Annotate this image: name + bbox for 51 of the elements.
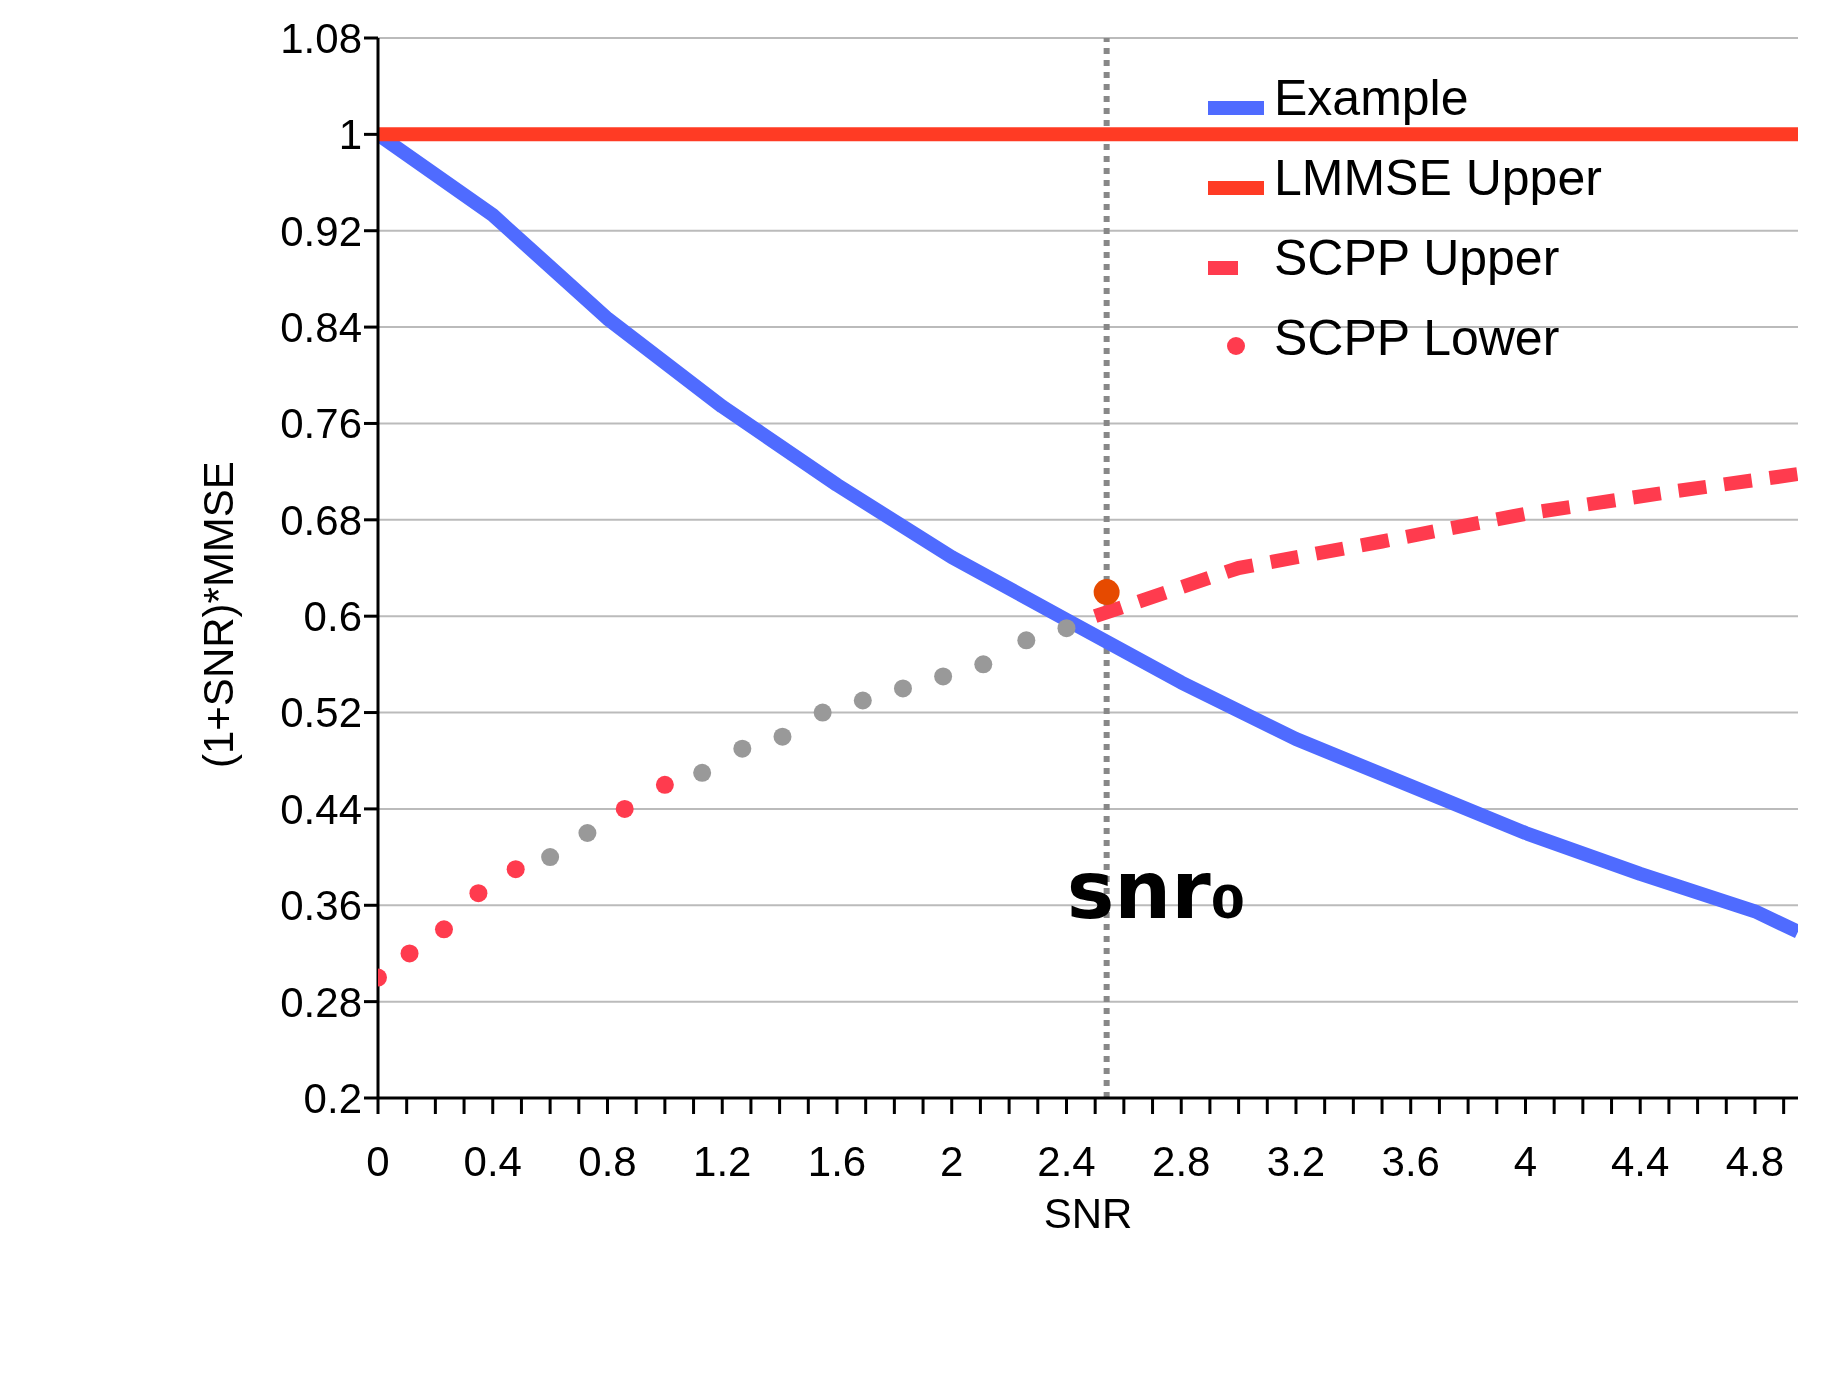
y-tick-label: 0.84	[280, 304, 362, 351]
point	[541, 848, 560, 867]
point	[733, 739, 752, 758]
point	[506, 860, 525, 879]
point	[578, 824, 597, 842]
point	[1093, 579, 1120, 606]
point	[934, 667, 953, 686]
point	[853, 691, 872, 710]
y-tick-label: 0.76	[280, 400, 362, 448]
x-tick-label: 4	[1513, 1137, 1538, 1185]
point	[893, 679, 912, 698]
y-tick-label: 0.44	[280, 785, 362, 833]
y-tick-label: 0.6	[303, 593, 362, 641]
x-tick-label: 0	[366, 1137, 390, 1185]
x-tick-label: 1.6	[807, 1137, 867, 1185]
x-tick-label: 0.8	[578, 1137, 637, 1185]
point	[400, 944, 419, 963]
x-tick-label: 1.2	[693, 1137, 752, 1185]
x-tick-label: 2.4	[1037, 1137, 1096, 1185]
point	[434, 920, 453, 939]
y-tick-label: 1	[338, 111, 362, 159]
point	[974, 655, 993, 674]
x-tick-label: 3.6	[1381, 1137, 1440, 1185]
x-axis-title: SNR	[1043, 1190, 1133, 1237]
point	[813, 703, 832, 722]
y-tick-label: 0.68	[280, 496, 362, 544]
legend-label: SCPP Lower	[1274, 309, 1560, 367]
x-tick-label: 3.2	[1266, 1137, 1326, 1185]
y-tick-label: 0.52	[280, 689, 362, 737]
legend-label: SCPP Upper	[1274, 229, 1560, 287]
point	[469, 884, 488, 903]
point	[655, 775, 674, 794]
point	[1057, 619, 1076, 638]
x-tick-label: 2	[940, 1137, 964, 1185]
point	[773, 727, 792, 746]
x-tick-label: 0.4	[463, 1137, 522, 1185]
legend-label: LMMSE Upper	[1274, 149, 1602, 207]
y-tick-label: 1.08	[280, 14, 362, 62]
point	[693, 763, 712, 782]
y-tick-label: 0.92	[280, 207, 362, 255]
legend-label: Example	[1274, 69, 1469, 127]
x-tick-label: 2.8	[1152, 1137, 1211, 1185]
x-tick-label: 4.4	[1611, 1137, 1670, 1185]
y-axis-title: (1+SNR)*MMSE	[194, 461, 242, 768]
ref-line-label: snr₀	[1066, 844, 1246, 937]
point	[615, 799, 634, 818]
y-tick-label: 0.28	[280, 978, 362, 1026]
y-tick-label: 0.36	[280, 882, 362, 930]
point	[1017, 631, 1036, 650]
x-tick-label: 4.8	[1725, 1137, 1785, 1185]
y-tick-label: 0.2	[303, 1074, 362, 1122]
